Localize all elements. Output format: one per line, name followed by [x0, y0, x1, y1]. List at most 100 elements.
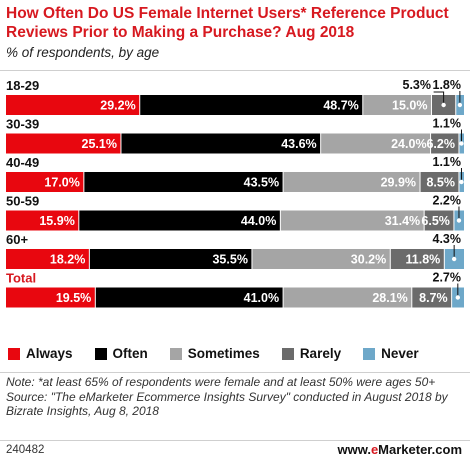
- segment-separator: [453, 210, 455, 231]
- divider-bottom: [0, 440, 470, 441]
- bar-segment-sometimes: [320, 133, 431, 154]
- data-label-never: 1.1%: [433, 155, 462, 169]
- segment-separator: [78, 210, 80, 231]
- segment-separator: [458, 133, 460, 154]
- bar-segment-often: [89, 249, 252, 269]
- data-label-often: 43.6%: [281, 137, 316, 151]
- chart-id: 240482: [6, 444, 45, 456]
- bar-segment-always: [6, 95, 140, 115]
- data-label-always: 25.1%: [82, 137, 117, 151]
- data-label-often: 43.5%: [244, 176, 279, 190]
- legend-item-rarely: Rarely: [281, 346, 342, 361]
- data-label-never: 1.8%: [433, 78, 462, 92]
- data-label-sometimes: 30.2%: [351, 253, 386, 267]
- segment-separator: [282, 172, 284, 192]
- legend-label: Never: [381, 346, 419, 361]
- segment-separator: [88, 249, 90, 269]
- bar-segment-often: [139, 95, 363, 115]
- data-label-always: 15.9%: [39, 214, 74, 228]
- chart-subtitle: % of respondents, by age: [6, 45, 160, 60]
- bar-segment-sometimes: [280, 210, 425, 231]
- segment-separator: [443, 249, 445, 269]
- legend-item-often: Often: [94, 346, 148, 361]
- bar-segment-sometimes: [283, 172, 421, 192]
- data-label-always: 17.0%: [44, 176, 79, 190]
- callout-dot-never: [459, 141, 464, 146]
- stacked-bar-chart: 18-29 29.2% 48.7% 15.0% 1.8%5.3% 30-39 25.1% 43…: [6, 78, 464, 308]
- category-label: 40-49: [6, 155, 39, 170]
- bar-segment-often: [78, 210, 281, 231]
- legend-label: Rarely: [299, 346, 342, 361]
- legend-label: Always: [26, 346, 73, 361]
- category-label: Total: [6, 271, 36, 286]
- brand-prefix: www.: [337, 442, 371, 457]
- callout-dot-never: [456, 218, 462, 223]
- segment-separator: [430, 133, 432, 154]
- brand-e: e: [370, 442, 379, 457]
- data-label-always: 19.5%: [56, 291, 91, 305]
- bar-segment-rarely: [420, 172, 459, 192]
- data-label-rarely: 8.7%: [419, 291, 448, 305]
- emarketer-logo: www.eMarketer.com: [337, 442, 462, 457]
- data-label-rarely: 8.5%: [426, 176, 455, 190]
- segment-separator: [320, 133, 322, 154]
- segment-separator: [423, 210, 425, 231]
- divider-top: [0, 70, 470, 71]
- data-label-often: 48.7%: [323, 99, 358, 113]
- segment-separator: [282, 287, 284, 308]
- category-label: 50-59: [6, 194, 39, 209]
- data-label-rarely: 5.3%: [403, 78, 432, 92]
- callout-dot-never: [455, 295, 461, 300]
- segment-separator: [362, 95, 364, 115]
- data-label-sometimes: 31.4%: [385, 214, 420, 228]
- bar-segment-sometimes: [251, 249, 391, 269]
- bar-segment-sometimes: [283, 287, 412, 308]
- divider-middle: [0, 372, 470, 373]
- bar-segment-often: [120, 133, 321, 154]
- brand-suffix: .com: [431, 442, 462, 457]
- segment-separator: [389, 249, 391, 269]
- category-label: 60+: [6, 232, 28, 247]
- callout-leader-rarely: [433, 91, 445, 105]
- category-label: 18-29: [6, 78, 39, 93]
- chart-notes: Note: *at least 65% of respondents were …: [6, 375, 466, 419]
- data-label-always: 29.2%: [100, 99, 135, 113]
- callout-dot-rarely: [441, 102, 446, 108]
- data-label-rarely: 6.5%: [421, 214, 450, 228]
- bar-segment-often: [95, 287, 284, 308]
- segment-separator: [451, 287, 453, 308]
- callout-dot-never: [457, 102, 463, 108]
- data-label-never: 1.1%: [433, 117, 462, 131]
- category-label: 30-39: [6, 117, 39, 132]
- callout-dot-never: [459, 179, 464, 185]
- legend-item-never: Never: [363, 346, 419, 361]
- segment-separator: [458, 172, 460, 192]
- bar-segment-always: [6, 133, 121, 154]
- segment-separator: [419, 172, 421, 192]
- bar-segment-often: [83, 172, 284, 192]
- bar-segment-rarely: [390, 249, 445, 269]
- bar-segment-always: [6, 210, 79, 231]
- bar-segment-sometimes: [362, 95, 432, 115]
- segment-separator: [411, 287, 413, 308]
- data-label-sometimes: 15.0%: [392, 99, 427, 113]
- data-label-often: 44.0%: [241, 214, 276, 228]
- data-label-never: 2.2%: [433, 194, 462, 208]
- chart-title: How Often Do US Female Internet Users* R…: [6, 5, 449, 41]
- data-label-never: 2.7%: [433, 271, 462, 285]
- legend-swatch: [281, 347, 294, 360]
- bar-segment-always: [6, 172, 84, 192]
- data-label-always: 18.2%: [50, 253, 85, 267]
- callout-dot-never: [451, 256, 457, 262]
- legend-item-always: Always: [8, 346, 73, 361]
- data-label-often: 35.5%: [212, 253, 247, 267]
- data-label-often: 41.0%: [244, 291, 279, 305]
- chart-source: Source: "The eMarketer Ecommerce Insight…: [6, 389, 448, 419]
- segment-separator: [251, 249, 253, 269]
- segment-separator: [430, 95, 432, 115]
- segment-separator: [94, 287, 96, 308]
- segment-separator: [83, 172, 85, 192]
- chart-legend: Always Often Sometimes Rarely Never: [8, 346, 419, 361]
- data-label-sometimes: 29.9%: [381, 176, 416, 190]
- bar-segment-rarely: [424, 210, 454, 231]
